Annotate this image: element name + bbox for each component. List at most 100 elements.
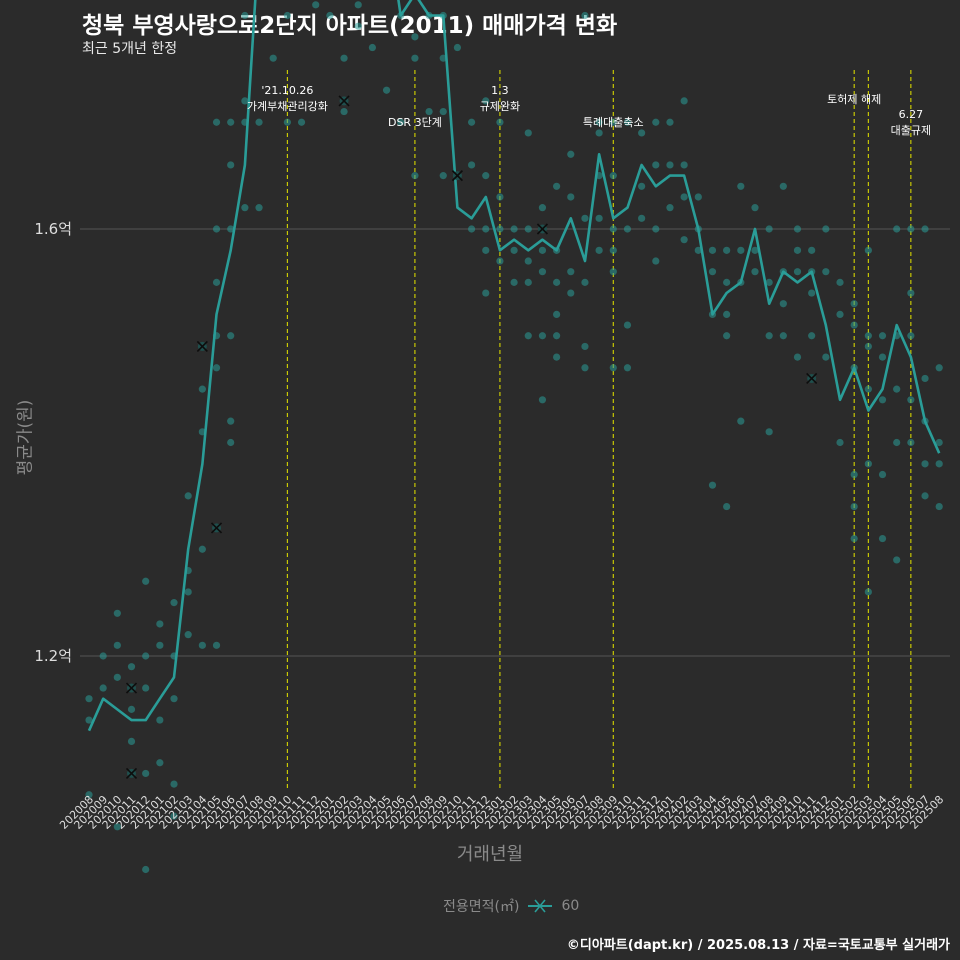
data-point	[227, 417, 235, 425]
data-point	[751, 204, 759, 212]
data-point	[793, 246, 802, 254]
cross-marker	[451, 170, 463, 182]
data-point	[921, 460, 929, 468]
cross-marker	[536, 223, 549, 235]
data-point	[142, 684, 150, 692]
x-axis-label: 거래년월	[456, 844, 524, 865]
data-point	[553, 182, 561, 190]
legend-entry-60: 60	[561, 898, 580, 914]
data-point	[156, 620, 164, 628]
data-point	[638, 182, 646, 190]
data-point	[184, 492, 192, 500]
data-point	[609, 364, 617, 372]
event-label: 6.27	[899, 108, 924, 121]
data-point	[198, 385, 206, 393]
data-point	[567, 193, 575, 201]
data-point	[907, 289, 915, 297]
data-point	[878, 534, 887, 543]
cross-marker	[806, 372, 818, 385]
data-point	[425, 107, 433, 116]
data-point	[496, 193, 504, 201]
data-point	[850, 321, 858, 329]
data-point	[680, 97, 688, 105]
data-point	[312, 1, 320, 9]
event-label: '21.10.26	[261, 84, 313, 97]
data-point	[694, 193, 702, 201]
data-point	[156, 641, 164, 649]
data-point	[524, 129, 532, 137]
data-point	[623, 225, 632, 233]
data-point	[609, 268, 617, 276]
data-point	[99, 684, 107, 692]
data-point	[227, 332, 235, 340]
data-point	[850, 502, 858, 511]
legend: 전용면적(㎡) 60	[443, 896, 579, 916]
chart-title: 청북 부영사랑으로2단지 아파트(2011) 매매가격 변화	[82, 13, 618, 39]
data-point	[113, 609, 121, 617]
data-point	[680, 193, 688, 201]
data-point	[822, 268, 830, 276]
data-point	[935, 438, 943, 447]
data-point	[269, 54, 277, 62]
data-point	[170, 599, 178, 607]
data-point	[907, 332, 915, 340]
data-point	[708, 246, 717, 254]
cross-marker	[196, 340, 208, 352]
data-point	[524, 278, 532, 286]
data-point	[411, 54, 419, 62]
data-point	[893, 556, 901, 564]
data-point	[482, 97, 490, 105]
data-point	[793, 268, 802, 276]
data-point	[453, 43, 462, 52]
data-point	[99, 652, 107, 660]
data-point	[907, 438, 915, 447]
data-point	[907, 396, 915, 404]
data-point	[467, 118, 476, 126]
data-point	[85, 791, 93, 799]
data-point	[354, 22, 362, 30]
event-label: 대출규제	[891, 124, 931, 137]
data-point	[723, 332, 731, 340]
data-point	[411, 172, 419, 180]
data-point	[198, 545, 206, 553]
data-point	[609, 246, 617, 254]
data-point	[623, 118, 632, 126]
data-point	[170, 812, 178, 820]
legend-swatch-icon	[528, 899, 553, 913]
data-point	[737, 182, 745, 190]
data-point	[467, 161, 476, 169]
data-point	[638, 129, 646, 137]
data-point	[779, 332, 787, 340]
data-point	[567, 268, 575, 276]
data-point	[142, 652, 150, 660]
data-point	[836, 310, 844, 318]
data-point	[878, 470, 887, 479]
data-point	[113, 823, 121, 831]
data-point	[864, 588, 872, 596]
data-point	[808, 246, 816, 254]
data-point	[638, 214, 646, 222]
data-point	[496, 257, 504, 265]
data-point	[340, 107, 348, 116]
data-point	[482, 246, 490, 254]
data-point	[127, 663, 136, 671]
cross-marker	[125, 682, 138, 694]
data-point	[652, 257, 660, 265]
data-point	[666, 118, 674, 126]
data-point	[496, 118, 504, 126]
data-point	[142, 577, 150, 585]
data-point	[283, 118, 291, 126]
data-point	[198, 641, 206, 649]
data-point	[567, 150, 575, 158]
data-point	[482, 225, 490, 233]
data-point	[212, 364, 221, 372]
data-point	[765, 278, 773, 286]
data-point	[467, 225, 476, 233]
data-point	[538, 396, 547, 404]
data-point	[893, 225, 901, 233]
data-point	[227, 118, 235, 126]
data-point	[553, 332, 561, 340]
legend-title: 전용면적(㎡)	[443, 899, 520, 915]
